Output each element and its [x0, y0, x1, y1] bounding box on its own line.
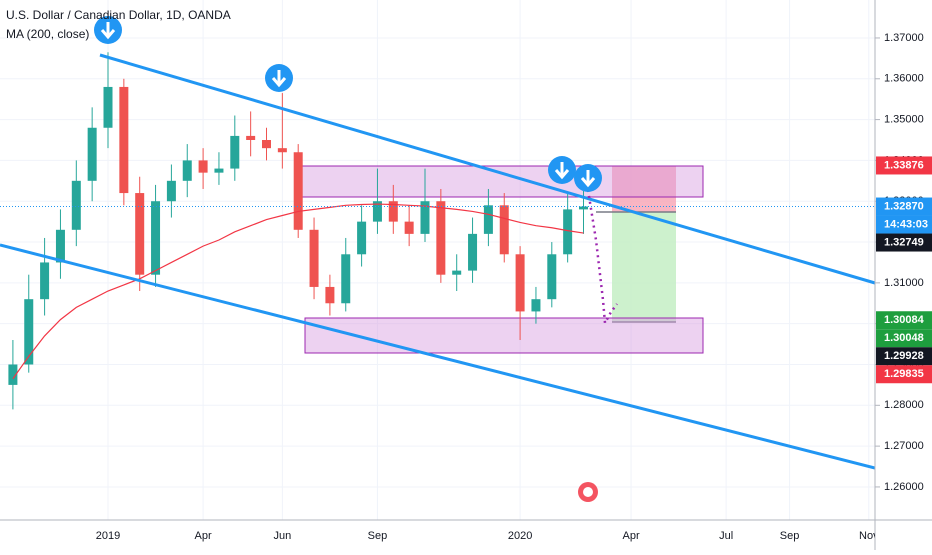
moving-average — [12, 203, 584, 380]
candle-body — [341, 254, 351, 304]
price-tag-label: 1.32870 — [884, 200, 924, 212]
stop-zone — [612, 166, 676, 212]
price-tag — [876, 347, 932, 366]
series — [0, 52, 875, 410]
grid — [0, 0, 875, 520]
candle-body — [151, 201, 161, 275]
candle-body — [87, 127, 97, 181]
x-tick-label: Jul — [719, 530, 733, 542]
x-tick-label: Jun — [273, 530, 291, 542]
chart-title: U.S. Dollar / Canadian Dollar, 1D, OANDA — [6, 8, 231, 22]
y-tick-label: 1.28000 — [884, 399, 924, 411]
candle-body — [515, 254, 525, 312]
y-tick-label: 1.27000 — [884, 440, 924, 452]
candle-body — [372, 201, 382, 222]
y-tick-label: 1.31000 — [884, 277, 924, 289]
x-tick-label: Sep — [368, 530, 388, 542]
candle-body — [420, 201, 430, 234]
price-tag-label: 1.33876 — [884, 159, 924, 171]
arrow-icon — [94, 16, 122, 44]
candle-body — [119, 86, 129, 194]
x-tick-label: 2020 — [508, 530, 532, 542]
candle-body — [135, 193, 145, 275]
candle-body — [388, 201, 398, 222]
candle-body — [452, 270, 462, 275]
price-tag — [876, 311, 932, 330]
candle-body — [277, 148, 287, 153]
candle-body — [103, 86, 113, 128]
candle-body — [198, 160, 208, 173]
support-zone — [304, 317, 704, 354]
y-tick-label: 1.35000 — [884, 113, 924, 125]
channel-lower — [0, 243, 875, 470]
countdown-tag — [876, 215, 932, 234]
price-tag — [876, 197, 932, 216]
candle-body — [547, 254, 557, 300]
candle-body — [71, 180, 81, 230]
candle-body — [483, 205, 493, 234]
candle-body — [246, 135, 256, 140]
axes: 1.370001.360001.350001.340001.330001.320… — [96, 32, 932, 542]
y-tick-label: 1.36000 — [884, 73, 924, 85]
candle-body — [499, 205, 509, 255]
candle-body — [531, 299, 541, 312]
candle-body — [404, 221, 414, 234]
arrow-icon — [574, 164, 602, 192]
target-zone — [612, 212, 676, 322]
candle-body — [24, 299, 34, 365]
price-tag-label: 1.32749 — [884, 236, 924, 248]
arrow-icon — [265, 64, 293, 92]
candle-body — [468, 233, 478, 271]
price-tag-label: 1.30084 — [884, 314, 925, 326]
x-tick-label: Apr — [195, 530, 212, 542]
candle-body — [166, 180, 176, 202]
countdown-label: 14:43:03 — [884, 218, 928, 230]
candle-body — [579, 206, 588, 210]
projection — [586, 189, 618, 328]
price-tag — [876, 156, 932, 175]
candle-body — [357, 221, 367, 255]
candle-body — [262, 140, 271, 149]
indicator-label: MA (200, close) — [6, 27, 89, 41]
candle-body — [230, 135, 240, 169]
price-tag — [876, 233, 932, 252]
x-tick-label: Sep — [780, 530, 800, 542]
candle-body — [563, 209, 573, 255]
price-tag — [876, 365, 932, 384]
x-tick-label: Nov — [859, 530, 879, 542]
y-tick-label: 1.37000 — [884, 32, 924, 44]
candle-body — [8, 364, 18, 385]
price-tag — [876, 329, 932, 348]
candle-body — [182, 160, 192, 181]
price-tag-label: 1.29835 — [884, 368, 924, 380]
drawings — [0, 16, 875, 502]
drawings — [296, 165, 704, 354]
price-tag-label: 1.29928 — [884, 350, 924, 362]
x-tick-label: 2019 — [96, 530, 120, 542]
arrow-icon — [548, 156, 576, 184]
resistance-zone — [296, 165, 704, 198]
channel-upper — [99, 53, 875, 285]
candle-body — [55, 229, 65, 263]
candle-body — [309, 229, 319, 287]
candle-body — [293, 152, 303, 230]
price-tag-label: 1.30048 — [884, 332, 924, 344]
logo — [578, 482, 598, 502]
candle-body — [40, 262, 50, 300]
x-tick-label: Apr — [622, 530, 639, 542]
candle-body — [436, 201, 446, 275]
candle-body — [325, 286, 335, 304]
x-axis: 2019 Apr Jun Sep 2020 Apr Jul Sep Nov — [96, 530, 879, 542]
candle-body — [214, 168, 224, 173]
y-tick-label: 1.26000 — [884, 481, 924, 493]
